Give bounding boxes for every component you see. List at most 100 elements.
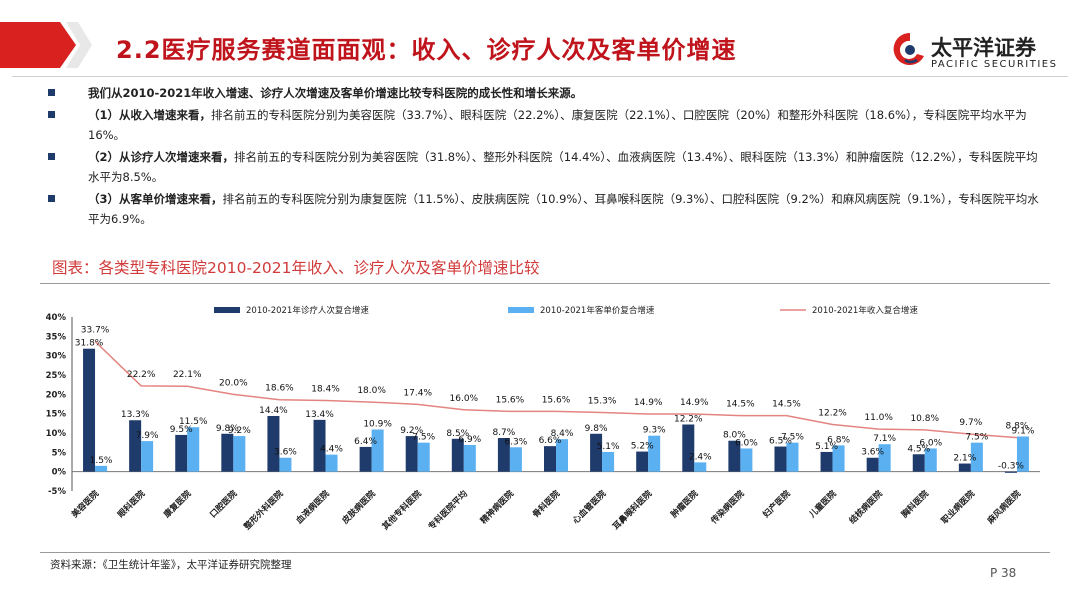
bar [958, 463, 971, 472]
source-divider [40, 552, 1050, 553]
bullet-square-icon [48, 153, 55, 160]
bar [924, 448, 937, 472]
line-value-label: 17.4% [403, 388, 432, 398]
bar [463, 444, 476, 472]
x-category-label: 精神病医院 [478, 488, 516, 526]
bar [1004, 471, 1017, 473]
bullet-item: （1）从收入增速来看，排名前五的专科医院分别为美容医院（33.7%）、眼科医院（… [40, 105, 1040, 145]
bar [590, 433, 603, 472]
logo-text-cn: 太平洋证券 [931, 36, 1036, 60]
x-category-label: 心血管医院 [570, 488, 608, 526]
bullet-text: 我们从2010-2021年收入增速、诊疗人次增速及客单价增速比较专科医院的成长性… [88, 86, 583, 100]
legend-label: 2010-2021年客单价复合增速 [540, 305, 655, 316]
line-value-label: 10.8% [910, 414, 939, 424]
bullet-item: （2）从诊疗人次增速来看，排名前五的专科医院分别为美容医院（31.8%）、整形外… [40, 147, 1040, 187]
bar-value-label: 4.4% [320, 445, 343, 455]
x-category-label: 结核病医院 [847, 488, 885, 526]
bar-value-label: 9.2% [400, 426, 423, 436]
line-value-label: 14.5% [726, 400, 755, 410]
bar-value-label: 6.0% [735, 438, 758, 448]
bar-value-label: 9.8% [585, 424, 608, 434]
bar-value-label: 2.4% [689, 452, 712, 462]
x-category-label: 骨科医院 [530, 488, 562, 520]
bullet-square-icon [48, 111, 55, 118]
x-category-label: 皮肤病医院 [339, 488, 378, 527]
bullet-text: 排名前五的专科医院分别为康复医院（11.5%）、皮肤病医院（10.9%）、耳鼻喉… [88, 192, 1039, 226]
x-category-label: 美容医院 [69, 488, 101, 520]
bar [141, 441, 154, 472]
revenue-growth-line [94, 340, 1018, 439]
line-value-label: 18.4% [311, 385, 340, 395]
bullet-square-icon [48, 89, 55, 96]
line-value-label: 14.5% [772, 400, 801, 410]
bar-value-label: 2.1% [953, 454, 976, 464]
growth-comparison-chart: -5% 0% 5% 10% 15% 20% 25% 30% 35% 40% 2010-2021年诊疗… [46, 305, 1040, 532]
legend-label: 2010-2021年诊疗人次复合增速 [246, 305, 369, 316]
y-tick-label: 20% [46, 390, 67, 400]
bullet-lead: （3）从客单价增速来看， [88, 192, 223, 206]
y-tick-label: 10% [46, 429, 67, 439]
bar [313, 419, 326, 472]
bar [1016, 436, 1029, 472]
bar [279, 457, 292, 472]
bar-value-label: 8.0% [723, 431, 746, 441]
bar [636, 451, 649, 472]
bar [648, 435, 661, 472]
bar [187, 427, 200, 472]
bar-value-label: 1.5% [90, 456, 113, 466]
bar [267, 415, 280, 472]
bar-value-label: 7.5% [781, 433, 804, 443]
bar-value-label: 9.3% [643, 426, 666, 436]
bar [175, 434, 188, 472]
bar [912, 454, 925, 472]
bar-value-label: 14.4% [259, 406, 288, 416]
line-value-label: 16.0% [450, 394, 479, 404]
x-category-label: 专科医院平均 [426, 488, 470, 532]
y-tick-label: 15% [46, 410, 67, 420]
bullet-text: 排名前五的专科医院分别为美容医院（31.8%）、整形外科医院（14.4%）、血液… [88, 150, 1038, 184]
bar [233, 436, 246, 472]
line-value-label: 22.2% [127, 370, 156, 380]
bar-value-label: 5.1% [815, 442, 838, 452]
x-category-label: 血液病医院 [294, 488, 332, 526]
bar-value-label: 8.5% [446, 429, 469, 439]
bar [820, 451, 833, 472]
x-category-label: 传染病医院 [708, 488, 747, 527]
line-value-label: 15.6% [542, 395, 571, 405]
legend-swatch [508, 307, 534, 313]
x-category-label: 儿童医院 [806, 488, 839, 521]
line-value-label: 14.9% [634, 398, 663, 408]
bar-value-label: 7.9% [136, 431, 159, 441]
line-value-label: 22.1% [173, 370, 202, 380]
bullet-item: （3）从客单价增速来看，排名前五的专科医院分别为康复医院（11.5%）、皮肤病医… [40, 189, 1040, 229]
bar-value-label: 9.1% [1012, 426, 1035, 436]
bar-value-label: 7.5% [965, 433, 988, 443]
bullet-list: 我们从2010-2021年收入增速、诊疗人次增速及客单价增速比较专科医院的成长性… [40, 83, 1040, 231]
bar-value-label: 6.8% [827, 435, 850, 445]
bar-value-label: 5.1% [597, 442, 620, 452]
bar-value-label: 3.6% [274, 448, 297, 458]
source-note: 资料来源：《卫生统计年鉴》，太平洋证券研究院整理 [50, 559, 292, 571]
bullet-item: 我们从2010-2021年收入增速、诊疗人次增速及客单价增速比较专科医院的成长性… [40, 83, 1040, 103]
y-tick-label: 25% [46, 371, 67, 381]
bar-value-label: 9.5% [170, 425, 193, 435]
line-value-label: 18.6% [265, 384, 294, 394]
bar-value-label: 31.8% [75, 339, 104, 349]
bar-value-label: 9.8% [216, 424, 239, 434]
x-category-label: 麻风病医院 [985, 488, 1024, 527]
bar-value-label: 4.5% [907, 444, 930, 454]
y-tick-label: 5% [52, 448, 67, 458]
x-category-label: 耳鼻喉科医院 [610, 488, 654, 532]
bar-value-label: 9.2% [228, 426, 251, 436]
x-category-label: 其他专科医院 [380, 488, 424, 532]
bar [509, 447, 522, 472]
y-tick-label: 30% [46, 352, 67, 362]
legend-swatch [214, 307, 240, 313]
bar-value-label: 10.9% [363, 420, 392, 430]
bar [451, 438, 464, 472]
bullet-square-icon [48, 195, 55, 202]
line-value-label: 8.8% [1006, 422, 1029, 432]
y-tick-label: 0% [52, 468, 67, 478]
page-title: 2.2医疗服务赛道面面观：收入、诊疗人次及客单价增速 [116, 36, 737, 64]
bar [371, 429, 384, 472]
